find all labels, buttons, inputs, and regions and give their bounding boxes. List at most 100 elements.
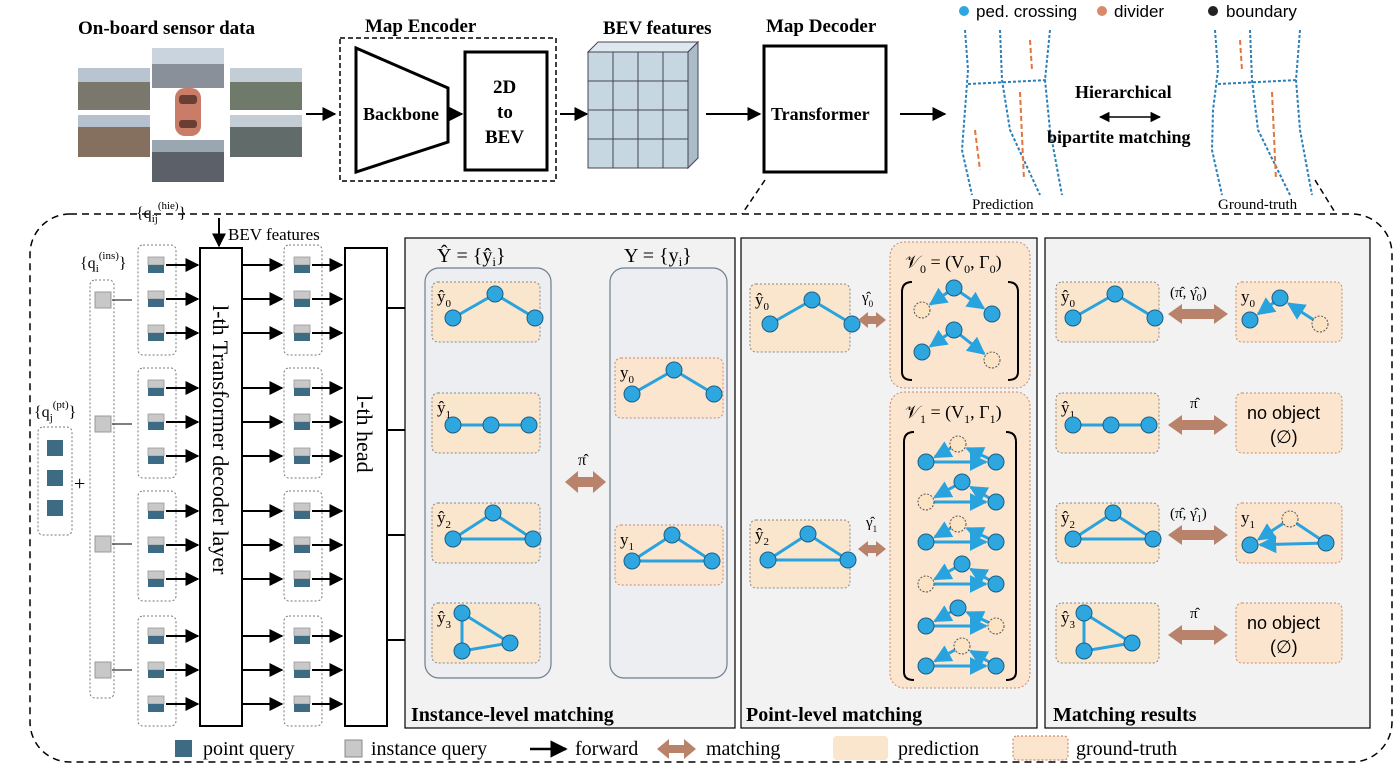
bev-cell [612,80,639,111]
graph-node-unmatched [949,515,967,533]
prediction-box [431,502,541,564]
hier-query-instance-part [293,379,311,389]
match-label: π̂ [1190,396,1201,412]
graph-node-unmatched [913,301,931,319]
prediction-label: ŷ0 [755,290,770,313]
groundtruth-box [614,357,724,419]
prediction-label: ŷ1 [437,398,451,421]
prediction-label: ŷ1 [1061,398,1075,421]
graph-node [1140,416,1158,434]
svg-text:bipartite matching: bipartite matching [1047,127,1191,147]
bev-cell [637,80,664,111]
prediction-label: ŷ0 [437,287,452,310]
hier-query-point-part [294,456,310,464]
prediction-label: ŷ0 [1061,287,1076,310]
graph-node [945,279,963,297]
graph-edge-arrow [1258,535,1327,554]
sensor-title: On-board sensor data [78,18,256,39]
hier-query-point-part [294,511,310,519]
matching-arrow [858,541,886,557]
map-decoder-block: Map Decoder Transformer [762,16,888,174]
svg-text:point query: point query [203,738,295,760]
graph-node [524,530,542,548]
graph-node-unmatched [987,617,1005,635]
svg-text:2D: 2D [493,77,516,98]
graph-node [453,642,471,660]
svg-text:forward: forward [575,738,638,760]
groundtruth-label: y1 [620,530,634,553]
graph-node [484,504,502,522]
prediction-label: ŷ2 [437,508,451,531]
hier-query-instance-part [293,627,311,637]
graph-node [1146,309,1164,327]
graph-node [987,493,1005,511]
set-bracket-right [1005,431,1017,681]
hier-query-instance-part [147,536,165,546]
prediction-label: ŷ3 [437,608,452,631]
hier-query-instance-part [293,695,311,705]
no-object-label: no object [1247,403,1320,423]
hier-query-instance-part [147,413,165,423]
hier-query-point-part [148,299,164,307]
hier-query-point-part [148,579,164,587]
prediction-box [431,602,541,664]
hier-query-instance-part [147,695,165,705]
graph-node [501,634,519,652]
match-label: π̂ [1190,606,1201,622]
q-pt-label: {qj(pt)} [34,399,76,424]
svg-text:π̂: π̂ [578,452,589,469]
matching-arrow [1168,304,1228,324]
graph-node [917,657,935,675]
set-bracket-left [903,431,915,681]
bev-cell [637,109,664,140]
groundtruth-label: Ground-truth [1218,197,1298,213]
graph-node [703,552,721,570]
hier-query-instance-part [147,570,165,580]
hier-query-instance-part [293,256,311,266]
decoder-layer: BEV features l-th Transformer decoder la… [199,218,388,727]
encoder-title: Map Encoder [365,16,477,37]
svg-text:boundary: boundary [1226,2,1297,21]
graph-node [1102,416,1120,434]
to-bev-box [463,50,549,172]
graph-node [1241,536,1259,554]
graph-node-unmatched [983,351,1001,369]
graph-edge [1083,611,1133,645]
hier-query-point-part [148,545,164,553]
groundtruth-box [1235,602,1343,664]
point-query [47,470,63,486]
graph-node [987,453,1005,471]
detail-region [29,213,1393,763]
graph-node-unmatched [917,575,935,593]
graph-node [917,533,935,551]
bev-cell [612,109,639,140]
groundtruth-label: y1 [1241,508,1255,531]
graph-node [839,551,857,569]
svg-text:ped. crossing: ped. crossing [976,2,1077,21]
query-section: {qj(pt)} + {qi(ins)} {qij(hie)} [34,200,432,727]
hier-query-point-part [294,265,310,273]
graph-node-unmatched [1311,315,1329,333]
hier-query-point-part [148,265,164,273]
groundtruth-box [614,524,724,586]
hier-query-instance-part [147,502,165,512]
svg-text:BEV: BEV [485,127,524,148]
graph-node-unmatched [1281,510,1299,528]
bev-side-face [687,40,699,170]
svg-text:Ŷ = {ŷi}: Ŷ = {ŷi} [437,244,506,269]
hier-query-point-part [294,704,310,712]
hier-query-instance-part [147,627,165,637]
groundtruth-box [1235,392,1343,454]
bev-cell [662,138,689,169]
graph-node [1317,534,1335,552]
bev-features-grid: BEV features [586,18,712,170]
bev-title: BEV features [603,18,712,39]
bottom-legend: point query instance query forward match… [175,735,1177,761]
hier-query-point-part [148,511,164,519]
graph-node [949,599,967,617]
graph-node [953,473,971,491]
ego-car-icon [175,88,201,136]
hier-query-instance-part [147,447,165,457]
matching-swatch [657,739,696,759]
